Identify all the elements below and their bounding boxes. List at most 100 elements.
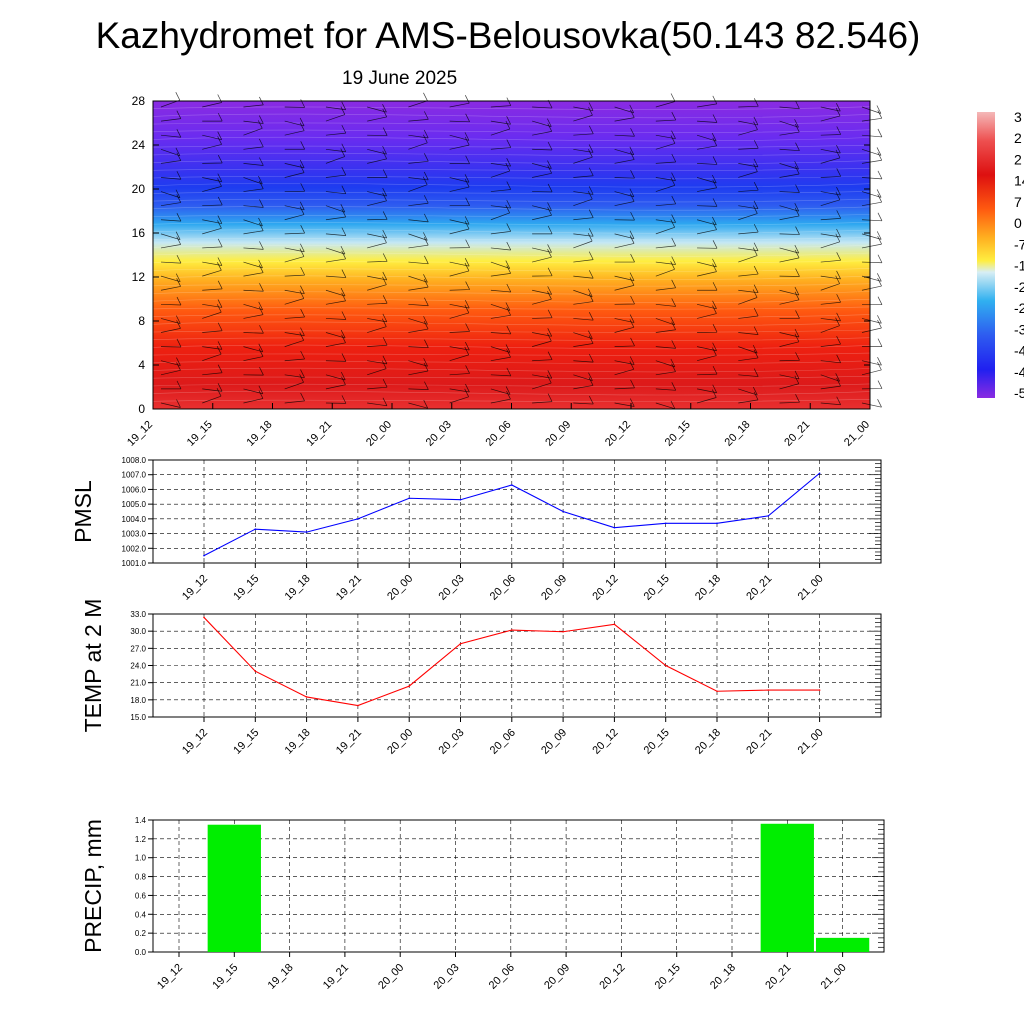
wind-barb [284, 350, 305, 362]
wind-barb [490, 283, 512, 293]
wind-barb [820, 294, 841, 305]
contour-line [152, 221, 871, 226]
data-point [254, 528, 257, 530]
wind-barb [861, 189, 882, 198]
wind-barb [408, 320, 429, 333]
colorbar-label: 7 [1014, 194, 1022, 210]
wind-barb [160, 357, 181, 366]
wind-barb [160, 231, 181, 241]
wind-barb [243, 283, 264, 292]
wind-barb [202, 388, 222, 404]
x-tick-label: 20_15 [642, 727, 672, 757]
wind-barb [697, 156, 718, 165]
wind-barb [573, 395, 594, 405]
wind-barb [243, 343, 264, 353]
wind-barb [738, 326, 759, 335]
wind-barb [820, 233, 841, 249]
y-tick-label: 18.0 [130, 696, 146, 705]
wind-barb [820, 107, 841, 122]
contour-line [152, 113, 871, 119]
data-point [511, 484, 513, 486]
x-tick-label: 19_18 [283, 727, 313, 757]
y-tick-label: 21.0 [130, 679, 146, 688]
wind-barb [738, 247, 758, 263]
wind-barb [614, 146, 635, 156]
wind-barb [408, 400, 429, 409]
wind-barb [655, 261, 675, 277]
x-tick-label: 19_15 [210, 962, 240, 992]
y-tick-label: 1002.0 [122, 544, 147, 553]
data-point [613, 623, 616, 626]
wind-barb [408, 381, 429, 390]
wind-barb [861, 315, 882, 324]
colorbar-label: 0 [1014, 215, 1022, 231]
colorbar-label: -4 [1014, 364, 1024, 380]
wind-barb [408, 339, 429, 349]
wind-barb [408, 358, 428, 367]
wind-barb [408, 362, 429, 376]
wind-barb [160, 315, 181, 324]
wind-barb [160, 129, 182, 138]
wind-barb [284, 141, 306, 150]
y-tick-label: 0.8 [135, 873, 147, 882]
wind-barb [160, 236, 182, 249]
wind-barb [614, 379, 635, 390]
data-point [408, 497, 411, 500]
data-point [305, 531, 308, 533]
x-tick-label: 20_06 [484, 419, 514, 449]
wind-barb [284, 225, 306, 235]
wind-barb [408, 232, 428, 241]
wind-barb [532, 309, 553, 319]
wind-barb [449, 136, 470, 150]
wind-barb [449, 132, 470, 141]
wind-barb [779, 268, 800, 277]
data-point [305, 696, 308, 698]
wind-barb [160, 189, 181, 199]
contour-line [152, 129, 871, 133]
y-tick-label: 27.0 [130, 644, 146, 653]
contour-line [152, 198, 871, 203]
wind-barb [490, 181, 512, 192]
x-tick-label: 20_21 [782, 419, 812, 449]
wind-barb [697, 114, 718, 123]
y-axis-label: TEMP at 2 M [80, 599, 106, 733]
wind-barb [820, 210, 842, 221]
wind-barb [655, 321, 676, 333]
wind-barb [408, 278, 429, 291]
wind-barb [779, 249, 800, 263]
wind-barb [861, 105, 882, 114]
wind-barb [614, 193, 635, 207]
x-tick-label: 20_18 [693, 573, 723, 603]
contour-line [152, 314, 871, 318]
contour-line [152, 106, 871, 110]
y-tick-label: 0.2 [135, 929, 147, 938]
contour-line [152, 367, 871, 373]
wind-barb [779, 184, 800, 193]
x-tick-label: 20_00 [376, 962, 406, 992]
wind-barb [449, 95, 470, 108]
wind-barb [160, 152, 182, 164]
colorbar-label: -5 [1014, 385, 1024, 401]
contour-line [152, 275, 871, 280]
contour-line [152, 183, 871, 188]
wind-barb [696, 305, 717, 319]
x-tick-label: 20_15 [653, 962, 683, 992]
wind-barb [573, 353, 594, 363]
wind-barb [284, 374, 304, 390]
wind-barb [696, 132, 717, 142]
wind-barb [614, 319, 635, 333]
wind-barb [284, 117, 305, 127]
wind-barb [655, 111, 677, 122]
wind-barb [861, 296, 883, 306]
wind-barb [861, 194, 883, 207]
wind-barb [861, 147, 882, 156]
wind-barb [696, 389, 717, 404]
wind-barb [532, 332, 552, 347]
wind-barb [696, 258, 717, 268]
x-tick-label: 20_15 [663, 419, 693, 449]
wind-barb [532, 291, 552, 305]
wind-barb [697, 324, 718, 333]
wind-barb [573, 312, 594, 321]
wind-barb [408, 92, 428, 108]
wind-barb [202, 346, 222, 362]
